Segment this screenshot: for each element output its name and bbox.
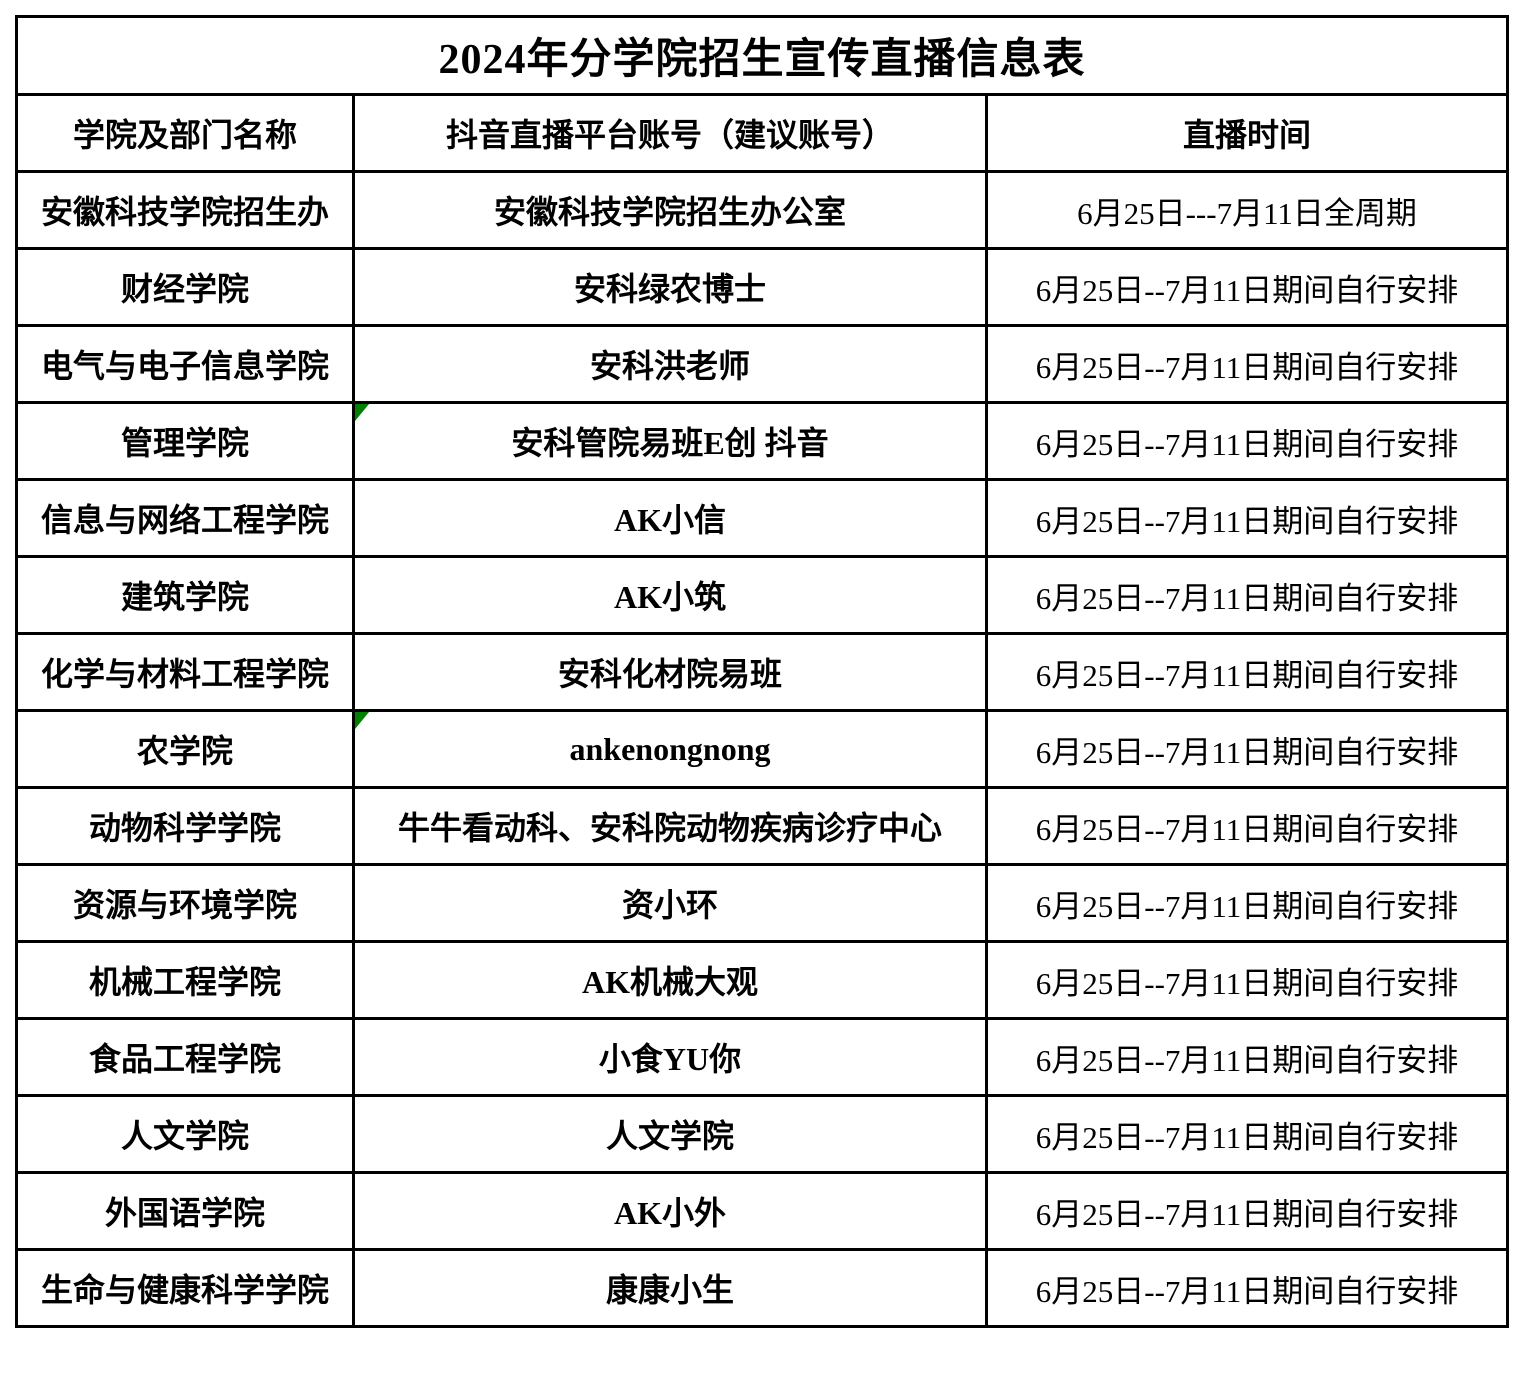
title-row: 2024年分学院招生宣传直播信息表 <box>14 15 1510 96</box>
college-cell: 动物科学学院 <box>15 786 355 866</box>
table-row: 食品工程学院 小食YU你 6月25日--7月11日期间自行安排 <box>15 1017 1510 1097</box>
time-cell: 6月25日--7月11日期间自行安排 <box>984 940 1510 1020</box>
table-row: 信息与网络工程学院 AK小信 6月25日--7月11日期间自行安排 <box>15 478 1510 558</box>
time-cell: 6月25日--7月11日期间自行安排 <box>984 324 1510 404</box>
table-row: 生命与健康科学学院 康康小生 6月25日--7月11日期间自行安排 <box>15 1248 1510 1328</box>
table-row: 外国语学院 AK小外 6月25日--7月11日期间自行安排 <box>15 1171 1510 1251</box>
time-cell: 6月25日--7月11日期间自行安排 <box>984 632 1510 712</box>
time-cell: 6月25日--7月11日期间自行安排 <box>984 1171 1510 1251</box>
college-cell: 信息与网络工程学院 <box>15 478 355 558</box>
college-cell: 财经学院 <box>15 247 355 327</box>
time-cell: 6月25日--7月11日期间自行安排 <box>984 863 1510 943</box>
table-row: 管理学院 安科管院易班E创 抖音 6月25日--7月11日期间自行安排 <box>15 401 1510 481</box>
table-row: 农学院 ankenongnong 6月25日--7月11日期间自行安排 <box>15 709 1510 789</box>
college-cell: 资源与环境学院 <box>15 863 355 943</box>
table-row: 财经学院 安科绿农博士 6月25日--7月11日期间自行安排 <box>15 247 1510 327</box>
time-cell: 6月25日--7月11日期间自行安排 <box>984 478 1510 558</box>
column-header-time: 直播时间 <box>984 93 1510 173</box>
time-cell: 6月25日--7月11日期间自行安排 <box>984 786 1510 866</box>
college-cell: 电气与电子信息学院 <box>15 324 355 404</box>
college-cell: 建筑学院 <box>15 555 355 635</box>
college-cell: 管理学院 <box>15 401 355 481</box>
broadcast-info-table: 2024年分学院招生宣传直播信息表 学院及部门名称 抖音直播平台账号（建议账号）… <box>14 15 1510 1328</box>
account-cell: AK小筑 <box>352 555 988 635</box>
account-cell: 康康小生 <box>352 1248 988 1328</box>
college-cell: 化学与材料工程学院 <box>15 632 355 712</box>
time-cell: 6月25日---7月11日全周期 <box>984 170 1510 250</box>
college-cell: 农学院 <box>15 709 355 789</box>
college-cell: 人文学院 <box>15 1094 355 1174</box>
comment-flag-icon <box>356 405 369 421</box>
account-cell: 安科管院易班E创 抖音 <box>352 401 988 481</box>
table-row: 化学与材料工程学院 安科化材院易班 6月25日--7月11日期间自行安排 <box>15 632 1510 712</box>
account-cell: 牛牛看动科、安科院动物疾病诊疗中心 <box>352 786 988 866</box>
college-cell: 生命与健康科学学院 <box>15 1248 355 1328</box>
account-cell: 安科绿农博士 <box>352 247 988 327</box>
college-cell: 机械工程学院 <box>15 940 355 1020</box>
account-text: 安科管院易班E创 抖音 <box>511 425 829 461</box>
time-cell: 6月25日--7月11日期间自行安排 <box>984 555 1510 635</box>
time-cell: 6月25日--7月11日期间自行安排 <box>984 1248 1510 1328</box>
account-cell: 安科化材院易班 <box>352 632 988 712</box>
time-cell: 6月25日--7月11日期间自行安排 <box>984 401 1510 481</box>
column-header-account: 抖音直播平台账号（建议账号） <box>352 93 988 173</box>
account-cell: AK小信 <box>352 478 988 558</box>
comment-flag-icon <box>356 713 369 729</box>
account-cell: 人文学院 <box>352 1094 988 1174</box>
table-row: 建筑学院 AK小筑 6月25日--7月11日期间自行安排 <box>15 555 1510 635</box>
account-cell: 安徽科技学院招生办公室 <box>352 170 988 250</box>
college-cell: 安徽科技学院招生办 <box>15 170 355 250</box>
account-cell: 资小环 <box>352 863 988 943</box>
account-cell: ankenongnong <box>352 709 988 789</box>
table-row: 安徽科技学院招生办 安徽科技学院招生办公室 6月25日---7月11日全周期 <box>15 170 1510 250</box>
account-cell: 小食YU你 <box>352 1017 988 1097</box>
column-header-college: 学院及部门名称 <box>15 93 355 173</box>
time-cell: 6月25日--7月11日期间自行安排 <box>984 1094 1510 1174</box>
account-cell: AK小外 <box>352 1171 988 1251</box>
table-row: 电气与电子信息学院 安科洪老师 6月25日--7月11日期间自行安排 <box>15 324 1510 404</box>
college-cell: 食品工程学院 <box>15 1017 355 1097</box>
header-row: 学院及部门名称 抖音直播平台账号（建议账号） 直播时间 <box>15 93 1510 173</box>
account-text: ankenongnong <box>569 730 771 767</box>
college-cell: 外国语学院 <box>15 1171 355 1251</box>
account-cell: 安科洪老师 <box>352 324 988 404</box>
table-row: 人文学院 人文学院 6月25日--7月11日期间自行安排 <box>15 1094 1510 1174</box>
table-row: 资源与环境学院 资小环 6月25日--7月11日期间自行安排 <box>15 863 1510 943</box>
account-cell: AK机械大观 <box>352 940 988 1020</box>
time-cell: 6月25日--7月11日期间自行安排 <box>984 1017 1510 1097</box>
table-row: 机械工程学院 AK机械大观 6月25日--7月11日期间自行安排 <box>15 940 1510 1020</box>
table-row: 动物科学学院 牛牛看动科、安科院动物疾病诊疗中心 6月25日--7月11日期间自… <box>15 786 1510 866</box>
time-cell: 6月25日--7月11日期间自行安排 <box>984 709 1510 789</box>
page-title: 2024年分学院招生宣传直播信息表 <box>14 15 1510 96</box>
time-cell: 6月25日--7月11日期间自行安排 <box>984 247 1510 327</box>
